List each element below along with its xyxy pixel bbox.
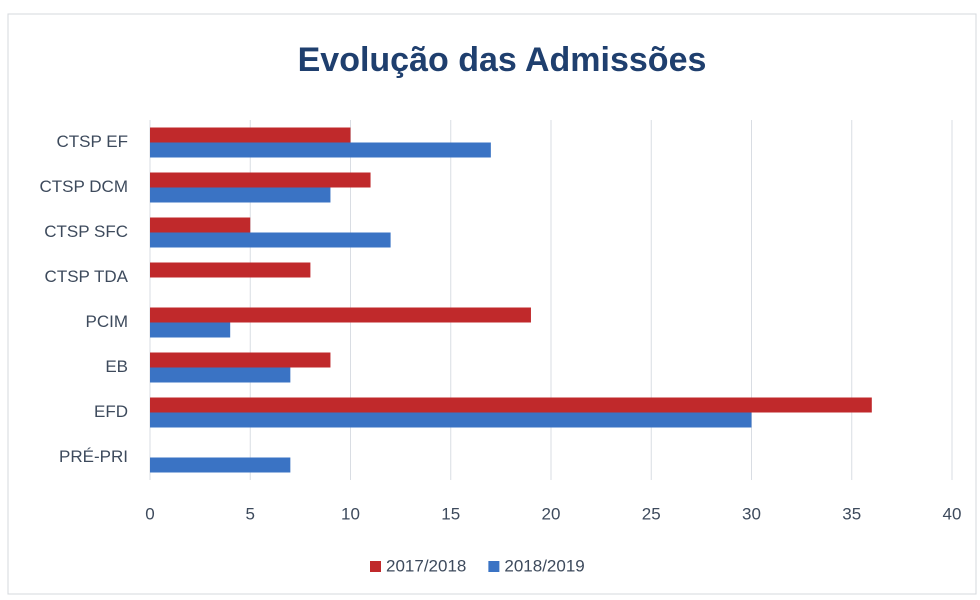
y-tick-label: PRÉ-PRI (59, 447, 128, 466)
y-tick-label: PCIM (86, 312, 129, 331)
y-tick-label: EB (105, 357, 128, 376)
x-tick-label: 35 (842, 504, 861, 523)
bar (150, 217, 251, 233)
bar (150, 322, 231, 338)
bar (150, 352, 331, 368)
x-tick-label: 0 (145, 504, 154, 523)
y-tick-label: CTSP EF (57, 132, 128, 151)
bar (150, 142, 491, 158)
y-tick-label: CTSP DCM (40, 177, 128, 196)
bar (150, 127, 351, 143)
bar (150, 367, 291, 383)
chart-border (7, 13, 977, 595)
bar (150, 412, 752, 428)
bar (150, 307, 531, 323)
y-tick-label: EFD (94, 402, 128, 421)
bar (150, 187, 331, 203)
bar (150, 262, 311, 278)
legend-swatch (488, 561, 500, 572)
x-tick-label: 15 (441, 504, 460, 523)
legend-label: 2017/2018 (386, 556, 466, 575)
bar (150, 457, 291, 473)
x-tick-label: 10 (341, 504, 360, 523)
bar (150, 232, 391, 248)
chart-title: Evolução das Admissões (298, 41, 707, 79)
legend-swatch (370, 561, 381, 572)
bar (150, 172, 371, 188)
x-tick-label: 20 (542, 504, 561, 523)
x-tick-label: 30 (742, 504, 761, 523)
bar (150, 397, 872, 413)
y-tick-label: CTSP SFC (44, 222, 128, 241)
x-tick-label: 40 (943, 504, 962, 523)
legend-label: 2018/2019 (504, 556, 584, 575)
x-tick-label: 5 (246, 504, 255, 523)
x-tick-label: 25 (642, 504, 661, 523)
y-tick-label: CTSP TDA (45, 267, 129, 286)
